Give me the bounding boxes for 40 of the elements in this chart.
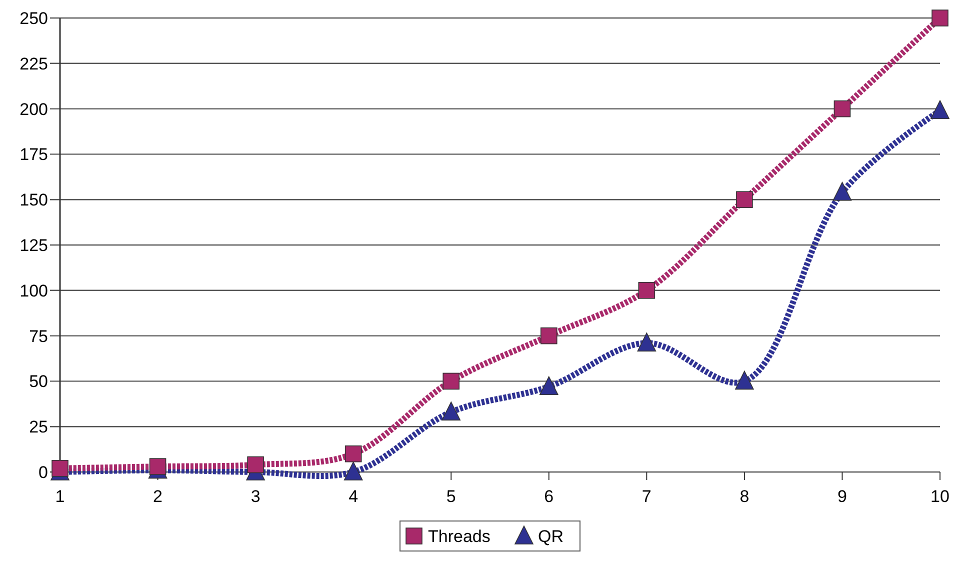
point	[735, 370, 754, 390]
y-tick-label: 175	[20, 145, 48, 164]
x-tick-label: 7	[642, 487, 652, 506]
y-tick-label: 150	[20, 190, 48, 210]
point	[344, 462, 363, 480]
x-tick-label: 5	[446, 487, 456, 506]
y-tick-label: 200	[20, 100, 48, 119]
point	[832, 182, 852, 201]
y-tick-label: 100	[20, 281, 48, 300]
point	[736, 191, 753, 208]
x-tick-label: 3	[250, 487, 260, 506]
y-tick-label: 225	[20, 54, 48, 74]
point	[442, 402, 461, 420]
point	[344, 445, 362, 462]
y-tick-label: 75	[29, 326, 48, 346]
point	[637, 332, 656, 352]
point	[932, 10, 948, 26]
x-tick-label: 6	[544, 487, 554, 506]
point	[540, 327, 558, 344]
point	[539, 376, 558, 396]
point	[930, 100, 950, 120]
x-tick-label: 10	[930, 487, 950, 506]
point	[149, 458, 166, 475]
point	[442, 372, 460, 390]
x-tick-label: 2	[153, 487, 163, 506]
legend-label: Threads	[428, 527, 490, 546]
point	[834, 100, 851, 118]
point	[52, 460, 68, 477]
x-tick-label: 9	[837, 487, 847, 506]
y-tick-label: 25	[29, 418, 48, 437]
legend-label: QR	[538, 527, 564, 546]
point	[638, 282, 656, 299]
y-tick-label: 250	[20, 9, 48, 28]
y-tick-label: 50	[29, 372, 48, 392]
point	[247, 456, 264, 474]
y-tick-label: 0	[38, 463, 48, 482]
x-tick-label: 8	[740, 487, 750, 506]
y-tick-label: 125	[20, 236, 48, 255]
x-tick-label: 4	[348, 487, 358, 506]
x-tick-label: 1	[55, 487, 65, 506]
